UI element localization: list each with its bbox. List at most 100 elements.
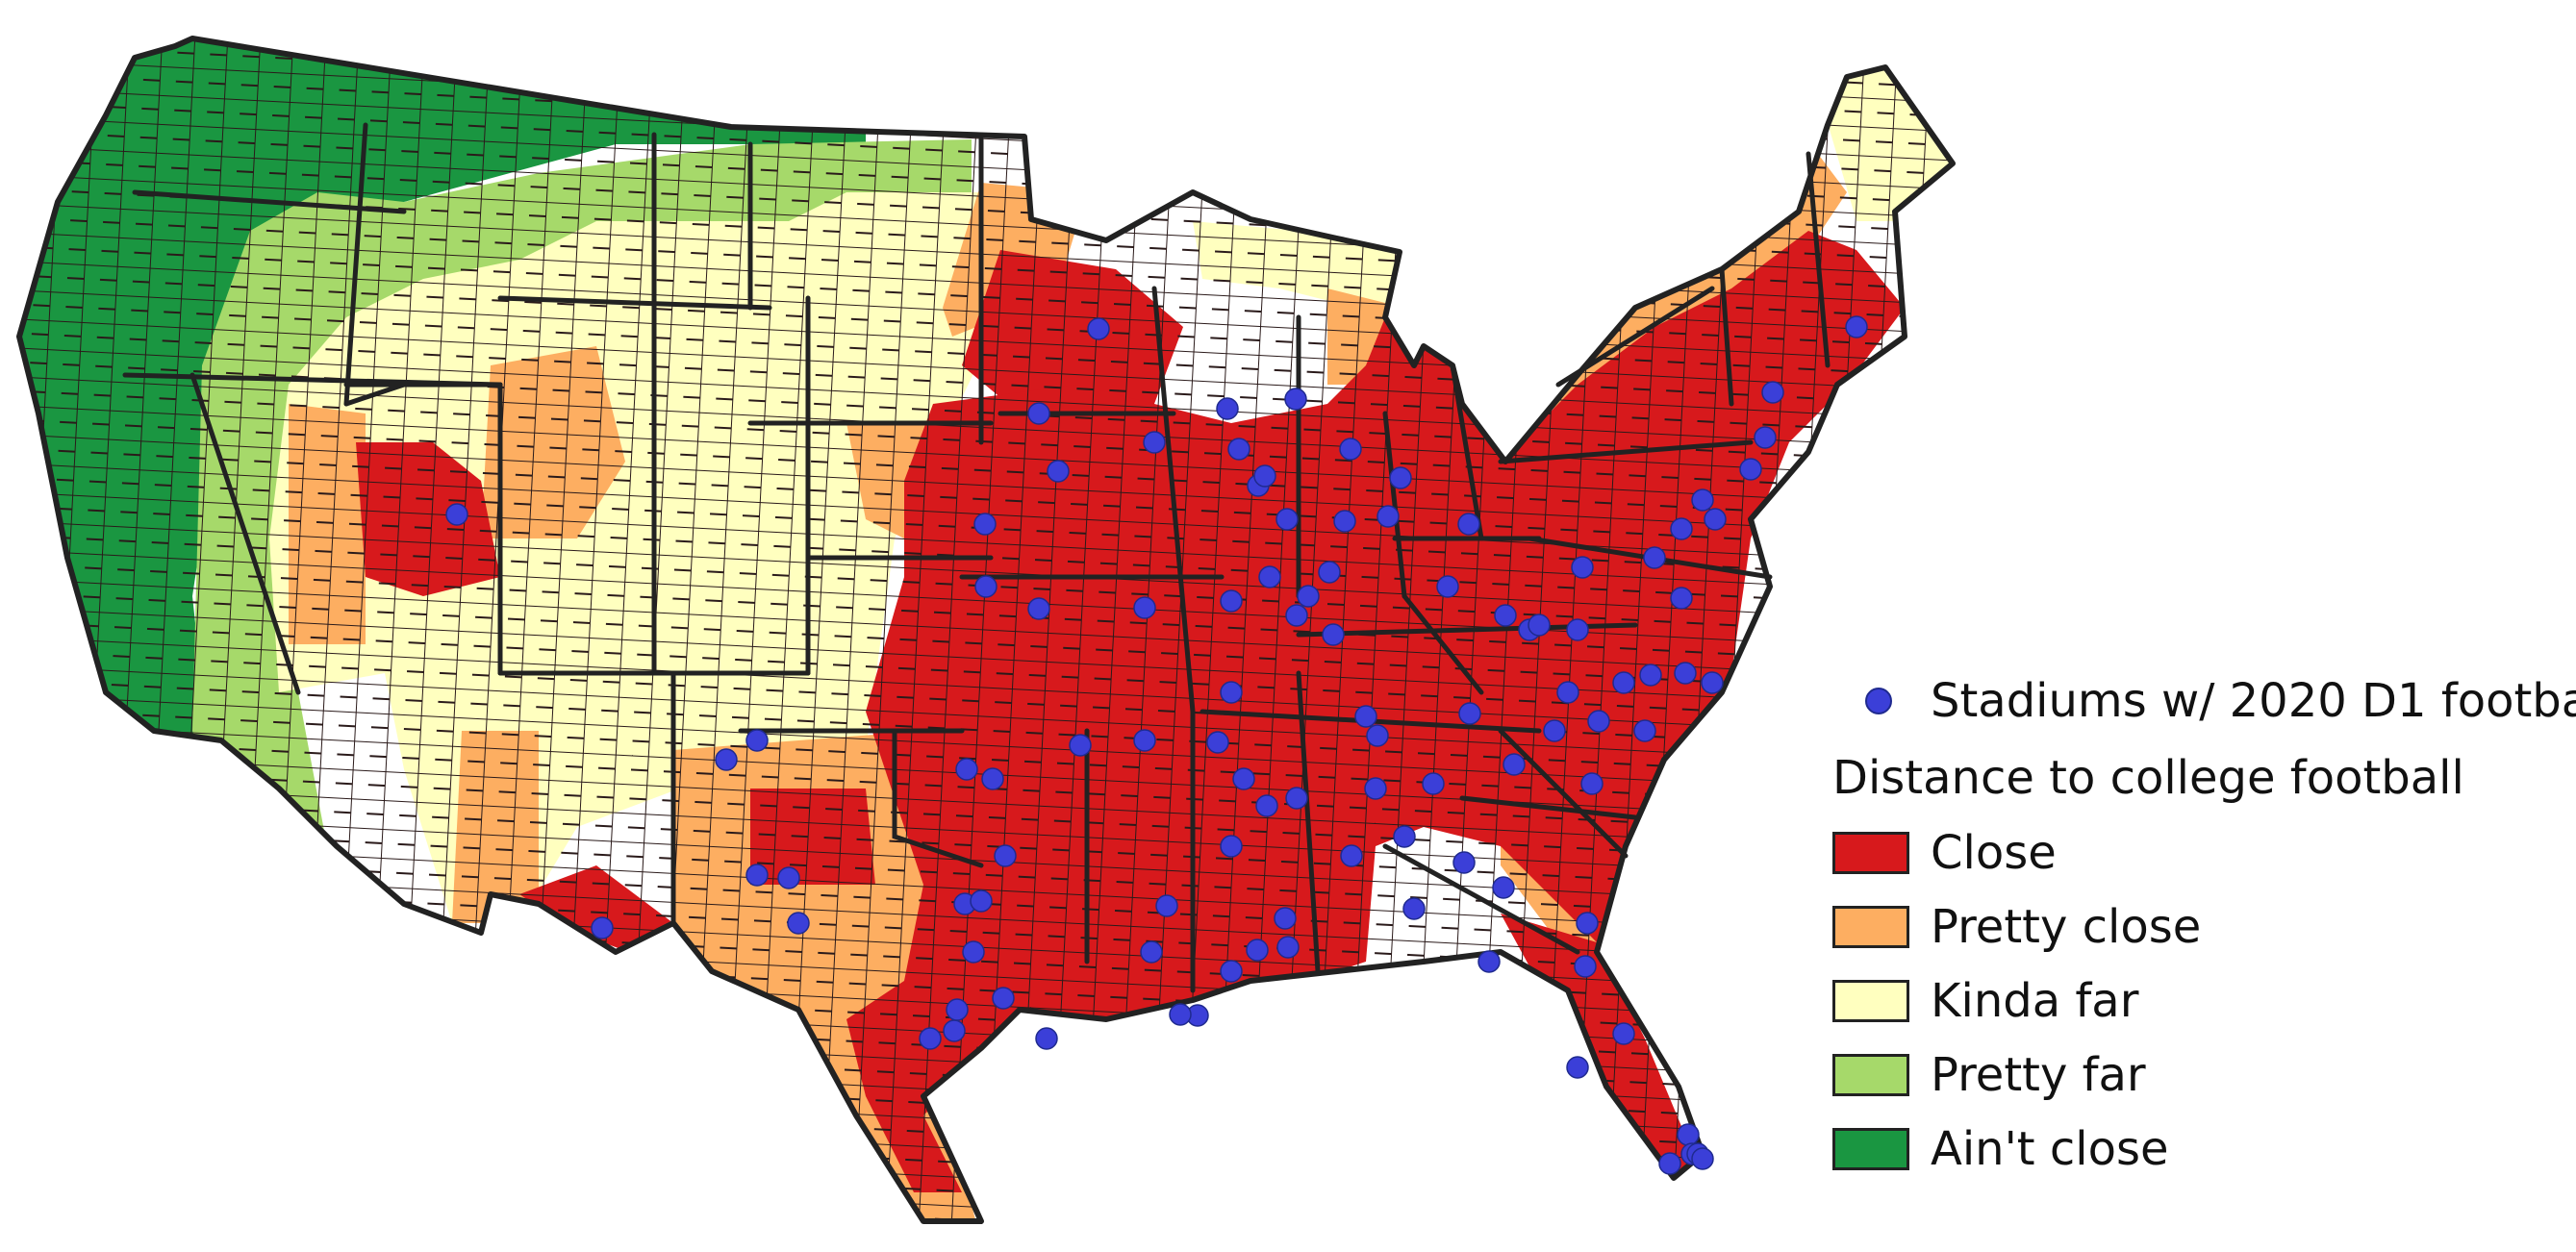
state-border: [497, 295, 772, 311]
stadium-marker: [1155, 894, 1178, 917]
stadium-marker: [1284, 388, 1307, 411]
stadium-marker: [1322, 623, 1345, 646]
stadium-marker: [1276, 936, 1300, 959]
stadium-marker: [1691, 1147, 1714, 1170]
stadium-marker: [1612, 1022, 1635, 1045]
stadium-marker: [1528, 613, 1551, 637]
legend-stadium-entry: Stadiums w/ 2020 D1 football: [1832, 664, 2576, 738]
stadium-marker: [919, 1027, 942, 1050]
stadium-marker: [1227, 438, 1250, 461]
stadium-marker: [745, 729, 769, 752]
stadium-marker: [994, 844, 1017, 867]
stadium-marker: [1574, 955, 1597, 978]
legend-swatch: [1832, 1053, 1909, 1096]
stadium-marker: [1754, 426, 1777, 449]
legend-swatch: [1832, 979, 1909, 1022]
state-border: [1402, 593, 1484, 695]
stadium-marker: [1133, 729, 1156, 752]
state-border: [1296, 670, 1321, 974]
stadium-marker: [1047, 460, 1070, 483]
stadium-marker: [1402, 897, 1426, 920]
stadium-marker: [1566, 618, 1589, 641]
stadium-marker: [1739, 458, 1762, 481]
state-border: [1498, 728, 1629, 859]
stadium-marker: [1333, 510, 1356, 533]
state-border: [892, 728, 984, 868]
state-border: [1151, 286, 1196, 714]
stadium-marker: [1285, 604, 1308, 627]
legend-entry-pretty-far: Pretty far: [1832, 1038, 2576, 1112]
stadium-marker: [1658, 1152, 1681, 1175]
stadium-marker: [1566, 1056, 1589, 1079]
stadium-marker: [981, 767, 1004, 790]
stadium-marker: [1027, 402, 1050, 425]
legend-category-list: Close Pretty close Kinda far Pretty far Ain'…: [1832, 815, 2576, 1186]
stadium-marker: [1220, 835, 1243, 858]
state-border: [343, 382, 503, 407]
stadium-marker: [777, 866, 800, 889]
legend-entry-pretty-close: Pretty close: [1832, 889, 2576, 964]
stadium-marker: [1393, 825, 1416, 848]
stadium-marker: [1246, 939, 1269, 962]
stadium-marker: [1677, 1123, 1700, 1146]
stadium-marker: [1704, 508, 1727, 531]
stadium-marker: [943, 1019, 966, 1042]
stadium-marker: [1457, 513, 1480, 536]
stadium-marker: [1643, 546, 1666, 569]
stadium-marker: [1587, 710, 1610, 733]
stadium-marker: [1339, 438, 1362, 461]
state-border: [343, 122, 368, 407]
stadium-marker: [1275, 508, 1299, 531]
stadium-marker: [1492, 876, 1515, 899]
stadium-marker: [1571, 556, 1594, 579]
state-border: [1555, 286, 1715, 388]
legend-swatch: [1832, 1127, 1909, 1170]
stadium-marker: [992, 987, 1015, 1010]
stadium-marker: [1458, 702, 1481, 725]
stadium-marker: [1845, 315, 1868, 338]
stadium-marker: [1220, 960, 1243, 983]
stadium-marker: [1477, 950, 1501, 973]
state-border: [1382, 843, 1580, 955]
stadium-marker: [955, 758, 978, 781]
legend-label: Kinda far: [1931, 973, 2139, 1028]
stadium-marker: [1258, 565, 1281, 588]
legend-title: Distance to college football: [1832, 751, 2464, 805]
stadium-marker: [1691, 488, 1714, 512]
state-border: [1382, 411, 1407, 599]
legend-swatch: [1832, 831, 1909, 874]
stadium-marker: [1422, 772, 1445, 795]
legend-entry-kinda-far: Kinda far: [1832, 964, 2576, 1038]
stadium-marker: [1376, 505, 1400, 528]
stadium-marker: [1436, 575, 1459, 598]
stadium-marker: [1389, 466, 1412, 489]
state-border: [1450, 363, 1484, 541]
stadium-marker: [787, 912, 810, 935]
state-border: [1498, 439, 1754, 464]
legend-label: Close: [1931, 825, 2057, 880]
stadium-marker: [1452, 851, 1476, 874]
stadium-marker: [1494, 604, 1517, 627]
legend-entry-aint-close: Ain't close: [1832, 1112, 2576, 1186]
stadium-marker: [962, 940, 985, 964]
stadium-marker: [1670, 517, 1693, 540]
stadium-marker: [1027, 597, 1050, 620]
state-border: [189, 372, 301, 695]
stadium-marker-icon: [1865, 687, 1892, 714]
stadium-marker: [1206, 731, 1229, 754]
stadium-marker: [1674, 662, 1697, 685]
legend-stadium-label: Stadiums w/ 2020 D1 football: [1931, 673, 2576, 728]
legend-label: Ain't close: [1931, 1121, 2169, 1176]
stadium-marker: [1576, 912, 1599, 935]
stadium-marker: [974, 575, 998, 598]
stadium-marker: [1633, 719, 1656, 742]
legend-entry-close: Close: [1832, 815, 2576, 889]
stadium-marker: [1035, 1027, 1058, 1050]
stadium-marker: [1318, 561, 1341, 584]
stadium-marker: [1285, 787, 1308, 810]
stadium-marker: [1220, 681, 1243, 704]
map-legend: Stadiums w/ 2020 D1 football Distance to…: [1832, 664, 2576, 1186]
stadium-marker: [1232, 767, 1255, 790]
